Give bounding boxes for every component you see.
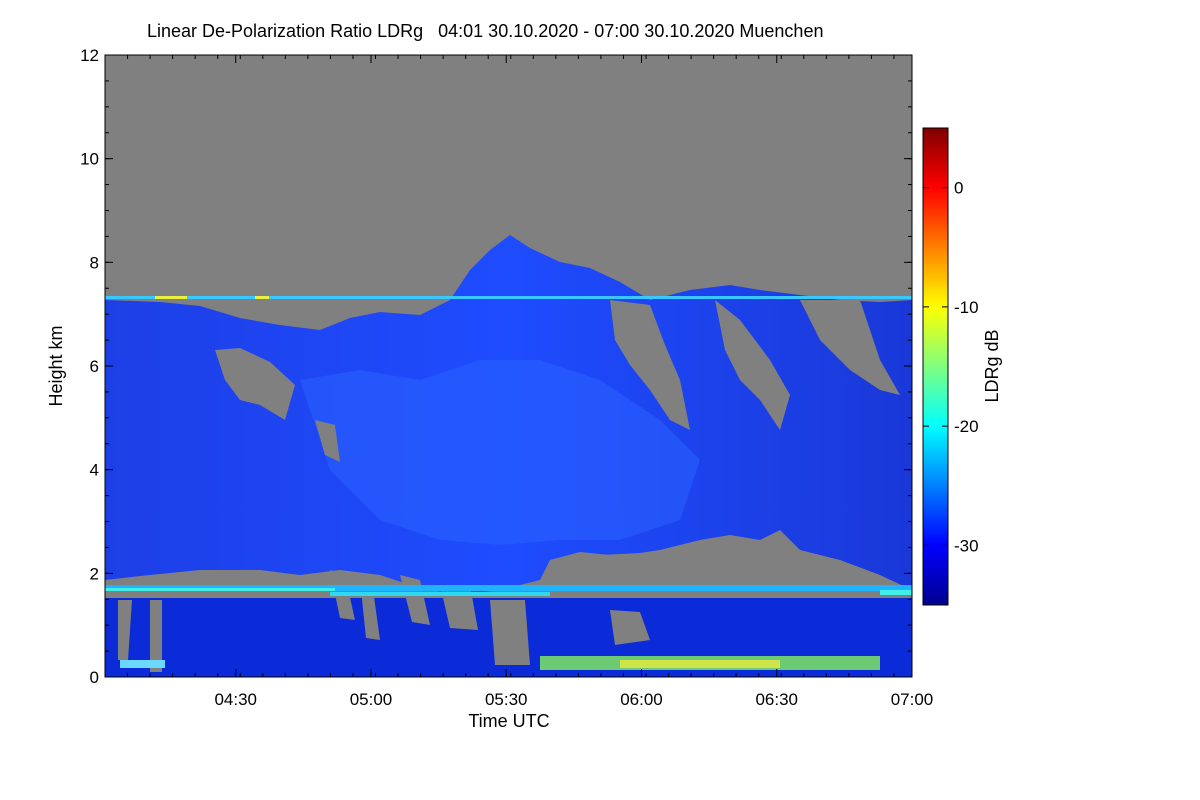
bright-band-top [105, 585, 912, 591]
upper-artifact-hot-2 [255, 296, 269, 299]
colorbar-tick-label: -20 [954, 417, 979, 436]
cloud-gap-left [215, 348, 295, 420]
x-tick-label: 05:30 [485, 690, 528, 709]
heatmap-area [105, 55, 912, 677]
lower-gap-left [118, 600, 162, 672]
x-axis: 04:30 05:00 05:30 06:00 06:30 07:00 [104, 55, 934, 709]
y-tick-label: 2 [90, 564, 99, 583]
x-tick-label: 06:30 [755, 690, 798, 709]
x-tick-label: 04:30 [214, 690, 257, 709]
bright-band-right [880, 590, 912, 595]
y-tick-label: 12 [80, 46, 99, 65]
colorbar-tick-label: -10 [954, 298, 979, 317]
upper-artifact-hot-1 [155, 296, 187, 299]
cloud-gap-top-right [800, 300, 900, 395]
x-tick-label: 05:00 [350, 690, 393, 709]
colorbar [922, 127, 949, 606]
x-tick-label: 07:00 [891, 690, 934, 709]
bright-band-mid [330, 592, 550, 596]
upper-artifact-line [105, 296, 912, 299]
lower-gap-mid [490, 600, 650, 665]
x-tick-label: 06:00 [620, 690, 663, 709]
colorbar-ticks: 0 -10 -20 -30 [923, 179, 979, 555]
y-tick-label: 6 [90, 357, 99, 376]
y-tick-label: 0 [90, 668, 99, 687]
y-tick-label: 10 [80, 150, 99, 169]
x-axis-label: Time UTC [468, 711, 549, 731]
colorbar-tick-label: -30 [954, 536, 979, 555]
cloud-inner-light [300, 360, 700, 545]
cloud-gap-mid [610, 300, 690, 430]
colorbar-tick-label: 0 [954, 179, 963, 198]
y-axis-label: Height km [46, 325, 66, 406]
colorbar-label: LDRg dB [982, 329, 1002, 402]
bright-band-left-peak [105, 588, 335, 591]
ground-clutter-hot [620, 660, 780, 668]
y-tick-label: 8 [90, 253, 99, 272]
y-tick-label: 4 [90, 461, 99, 480]
chart-title: Linear De-Polarization Ratio LDRg 04:01 … [147, 21, 824, 41]
cloud-gap-small [315, 420, 340, 462]
cloud-gap-right [715, 300, 790, 430]
ground-clutter-left [120, 660, 165, 668]
y-axis: 0 2 4 6 8 10 12 [80, 46, 912, 687]
